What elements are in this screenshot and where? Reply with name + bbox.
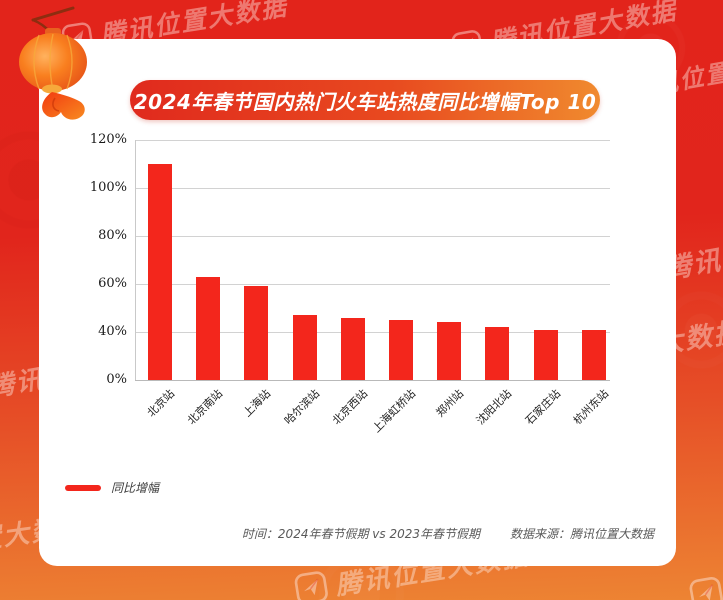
x-tick-label: 石家庄站: [522, 387, 563, 428]
y-axis-line: [135, 140, 136, 380]
bar: [148, 164, 172, 380]
gridline: [135, 188, 610, 189]
y-tick-label: 100%: [89, 180, 127, 195]
bar: [437, 322, 462, 380]
footer-source: 数据来源：腾讯位置大数据: [509, 527, 654, 541]
bar: [581, 329, 606, 380]
watermark: 腾讯位置大数据: [292, 535, 532, 600]
x-tick-label: 北京西站: [329, 387, 370, 428]
chart-legend: 同比增幅: [65, 479, 159, 496]
y-tick-label: 80%: [98, 228, 127, 243]
footer-time: 时间：2024年春节假期 vs 2023年春节假期: [241, 527, 480, 541]
paper-plane-logo-icon: [689, 576, 723, 600]
gridline: [135, 332, 610, 333]
bar-chart: 0% 40% 60% 80% 100% 120% 北京站 北京南站 上海站 哈尔滨站 北京西站 上海虹…: [39, 39, 676, 566]
plot-area: [135, 140, 610, 381]
legend-swatch: [65, 484, 101, 491]
bar: [196, 276, 221, 380]
bar: [244, 286, 269, 380]
x-tick-label: 杭州东站: [570, 387, 611, 428]
x-tick-label: 郑州站: [433, 387, 467, 420]
gridline: [135, 140, 610, 141]
x-tick-label: 上海虹桥站: [370, 387, 419, 436]
x-tick-label: 北京站: [144, 387, 178, 420]
title-banner: 2024年春节国内热门火车站热度同比增幅Top 10: [130, 80, 600, 120]
bar: [485, 327, 510, 380]
y-tick-label: 60%: [98, 276, 127, 291]
x-tick-label: 上海站: [241, 387, 274, 420]
x-tick-label: 沈阳北站: [474, 387, 515, 428]
chart-card: 2024年春节国内热门火车站热度同比增幅Top 10 0% 40% 60% 80% 10…: [39, 39, 676, 566]
gridline: [135, 236, 610, 237]
legend-label: 同比增幅: [111, 481, 160, 495]
y-tick-label: 120%: [89, 132, 127, 147]
gridline: [135, 284, 610, 285]
paper-plane-logo-icon: [294, 571, 328, 600]
watermark: [687, 575, 723, 600]
bar: [292, 315, 317, 380]
bar: [533, 329, 558, 380]
footer-note: 时间：2024年春节假期 vs 2023年春节假期 数据来源：腾讯位置大数据: [39, 525, 654, 542]
page-title: 2024年春节国内热门火车站热度同比增幅Top 10: [133, 89, 597, 114]
bar: [389, 320, 413, 380]
x-tick-label: 哈尔滨站: [281, 387, 322, 428]
bar: [340, 317, 365, 380]
x-axis-line: [135, 380, 610, 381]
x-tick-label: 北京南站: [185, 387, 226, 428]
y-tick-label: 40%: [98, 324, 127, 339]
y-tick-label: 0%: [106, 372, 127, 387]
